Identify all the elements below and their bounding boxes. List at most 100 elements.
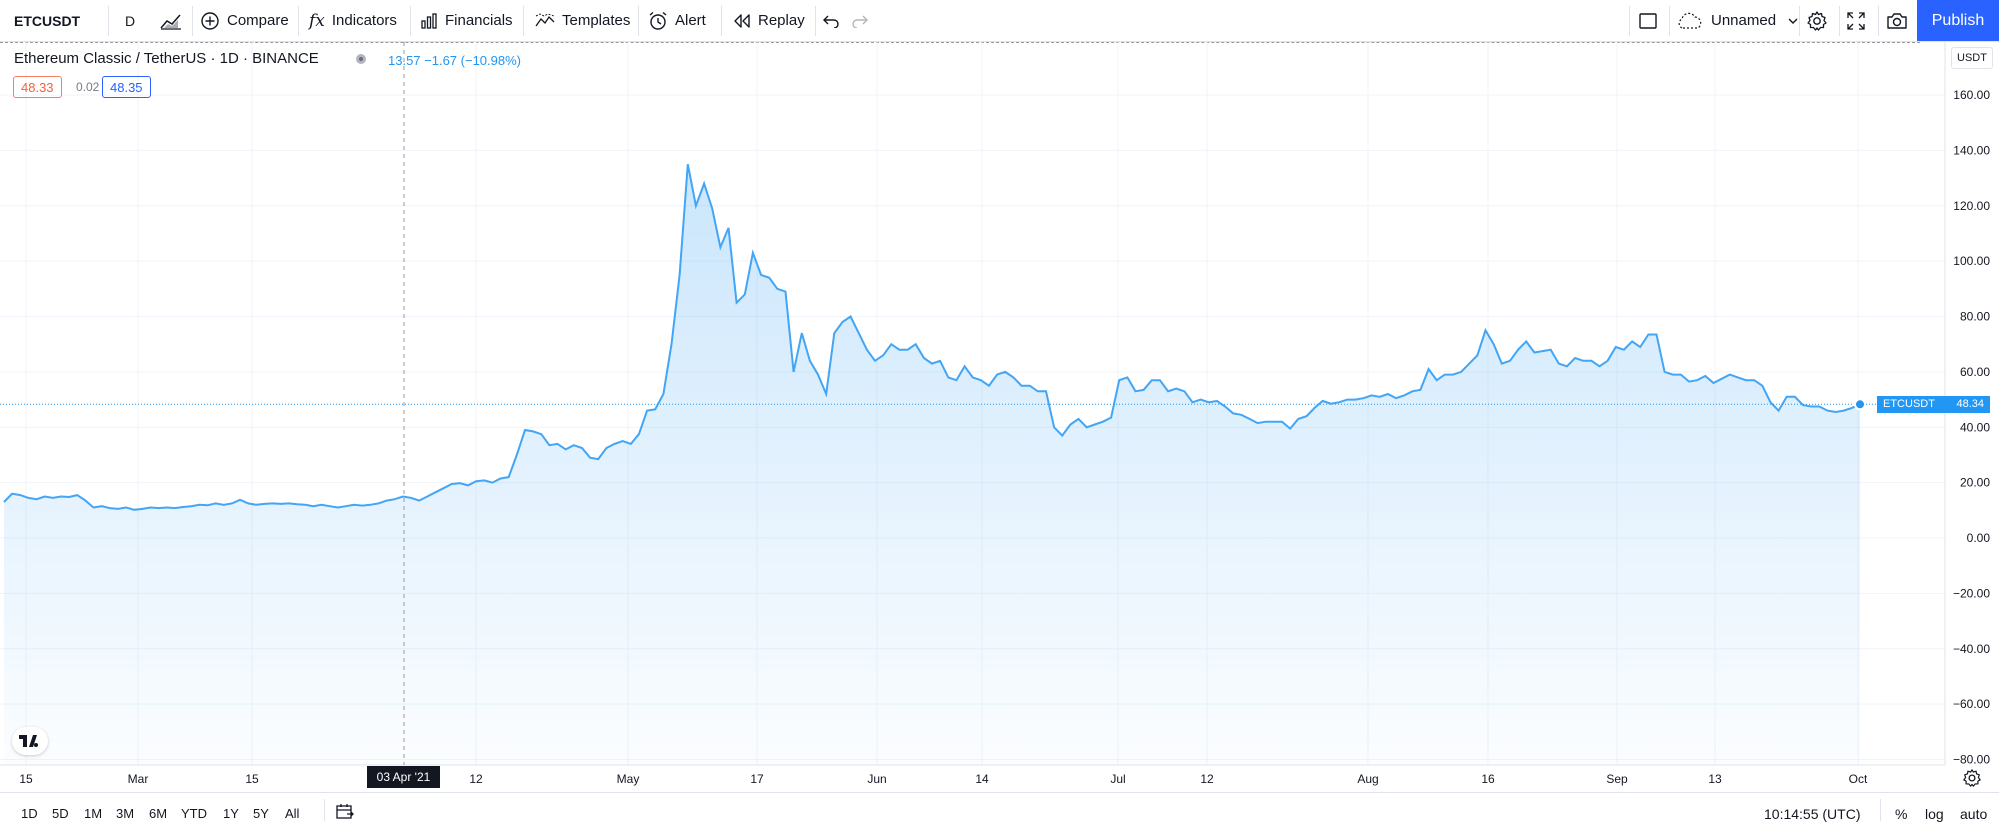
templates-label: Templates xyxy=(562,12,631,29)
templates-icon xyxy=(535,12,555,29)
price-axis-label: 100.00 xyxy=(1953,254,1990,268)
time-axis-label: 17 xyxy=(750,772,764,786)
redo-icon xyxy=(852,14,868,28)
chart-type-button[interactable] xyxy=(160,0,182,41)
crosshair-time-label: 03 Apr '21 xyxy=(367,766,440,788)
divider xyxy=(192,6,193,36)
log-scale-toggle[interactable]: log xyxy=(1925,806,1944,822)
symbol-search-button[interactable]: ETCUSDT xyxy=(14,12,81,29)
range-button-1d[interactable]: 1D xyxy=(21,806,38,821)
time-axis-label: 14 xyxy=(975,772,989,786)
price-axis-label: 160.00 xyxy=(1953,88,1990,102)
tradingview-logo[interactable] xyxy=(12,727,48,755)
bar-chart-icon xyxy=(420,12,438,30)
currency-unit-label[interactable]: USDT xyxy=(1951,47,1993,69)
time-axis-label: 16 xyxy=(1481,772,1495,786)
divider xyxy=(1880,799,1881,821)
financials-label: Financials xyxy=(445,12,513,29)
time-axis-label: 15 xyxy=(245,772,259,786)
undo-button[interactable] xyxy=(823,0,839,41)
fullscreen-icon xyxy=(1847,11,1865,30)
plus-circle-icon xyxy=(200,11,220,31)
time-axis-label: Sep xyxy=(1606,772,1628,786)
time-axis-label: 12 xyxy=(469,772,483,786)
snapshot-button[interactable] xyxy=(1886,0,1908,41)
cloud-icon xyxy=(1676,12,1704,30)
range-button-1y[interactable]: 1Y xyxy=(223,806,239,821)
legend-price-change: 13.57 −1.67 (−10.98%) xyxy=(388,53,521,68)
area-chart-icon xyxy=(160,12,182,30)
spread-value: 0.02 xyxy=(76,80,100,94)
tradingview-logo-icon xyxy=(19,735,38,747)
symbol-legend-title: Ethereum Classic / TetherUS · 1D · BINAN… xyxy=(14,50,319,67)
sell-price-button[interactable]: 48.33 xyxy=(13,76,62,98)
price-axis-label: −80.00 xyxy=(1953,753,1990,767)
price-axis-label: 40.00 xyxy=(1960,420,1990,434)
divider xyxy=(1799,6,1800,36)
square-icon xyxy=(1638,11,1658,31)
time-axis-label: May xyxy=(617,772,640,786)
range-button-6m[interactable]: 6M xyxy=(149,806,168,821)
compare-button[interactable]: Compare xyxy=(200,0,289,41)
auto-scale-toggle[interactable]: auto xyxy=(1960,806,1988,822)
price-axis-label: −20.00 xyxy=(1953,586,1990,600)
price-line xyxy=(3,164,1861,511)
time-axis: 15 Mar 15 12 May 17 Jun 14 Jul 12 Aug 16 Sep 13 Oct xyxy=(19,772,1868,786)
price-axis-label: −60.00 xyxy=(1953,697,1990,711)
gear-icon xyxy=(1806,10,1828,32)
percent-scale-toggle[interactable]: % xyxy=(1895,806,1908,822)
divider xyxy=(523,6,524,36)
fullscreen-button[interactable] xyxy=(1847,0,1865,41)
replay-button[interactable]: Replay xyxy=(733,0,805,41)
toolbar-dashed-divider xyxy=(0,42,1920,43)
time-axis-label: Jun xyxy=(867,772,886,786)
divider xyxy=(1669,6,1670,36)
utc-clock[interactable]: 10:14:55 (UTC) xyxy=(1764,806,1861,822)
replay-label: Replay xyxy=(758,12,805,29)
price-tag-value: 48.34 xyxy=(1956,398,1984,410)
indicators-button[interactable]: fx Indicators xyxy=(309,0,397,41)
buy-price-button[interactable]: 48.35 xyxy=(102,76,151,98)
compare-label: Compare xyxy=(227,12,289,29)
redo-button[interactable] xyxy=(852,0,868,41)
settings-button[interactable] xyxy=(1806,0,1828,41)
divider xyxy=(815,6,816,36)
divider xyxy=(638,6,639,36)
divider xyxy=(410,6,411,36)
last-price-tag: ETCUSDT 48.34 xyxy=(1877,396,1990,413)
time-axis-label: Oct xyxy=(1849,772,1868,786)
go-to-date-button[interactable] xyxy=(336,803,354,824)
price-axis-label: 60.00 xyxy=(1960,365,1990,379)
range-button-3m[interactable]: 3M xyxy=(116,806,135,821)
axis-settings-button[interactable] xyxy=(1962,768,1982,793)
range-button-ytd[interactable]: YTD xyxy=(181,806,207,821)
publish-button[interactable]: Publish xyxy=(1917,0,1999,41)
templates-button[interactable]: Templates xyxy=(535,0,630,41)
price-axis-label: 120.00 xyxy=(1953,199,1990,213)
time-axis-label: 15 xyxy=(19,772,33,786)
financials-button[interactable]: Financials xyxy=(420,0,513,41)
undo-icon xyxy=(823,14,839,28)
alarm-clock-icon xyxy=(648,11,668,31)
layout-name-dropdown[interactable]: Unnamed xyxy=(1676,0,1798,41)
chevron-down-icon xyxy=(1788,17,1798,25)
interval-button[interactable]: D xyxy=(125,12,136,29)
range-button-5y[interactable]: 5Y xyxy=(253,806,269,821)
alert-label: Alert xyxy=(675,12,706,29)
range-button-all[interactable]: All xyxy=(285,806,300,821)
divider xyxy=(1629,6,1630,36)
calendar-goto-icon xyxy=(336,804,354,819)
indicators-label: Indicators xyxy=(331,12,397,29)
price-chart[interactable]: 160.00140.00120.00100.0080.0060.0040.002… xyxy=(0,42,1999,792)
rewind-icon xyxy=(733,13,751,28)
range-button-1m[interactable]: 1M xyxy=(84,806,103,821)
gear-icon xyxy=(1963,769,1981,787)
divider xyxy=(721,6,722,36)
time-axis-label: 12 xyxy=(1200,772,1214,786)
alert-button[interactable]: Alert xyxy=(648,0,706,41)
divider xyxy=(108,6,109,36)
select-layout-button[interactable] xyxy=(1638,0,1658,41)
top-toolbar: ETCUSDT D Compare fx Indicators Financia… xyxy=(0,0,1999,42)
price-axis-label: −40.00 xyxy=(1953,642,1990,656)
range-button-5d[interactable]: 5D xyxy=(52,806,69,821)
